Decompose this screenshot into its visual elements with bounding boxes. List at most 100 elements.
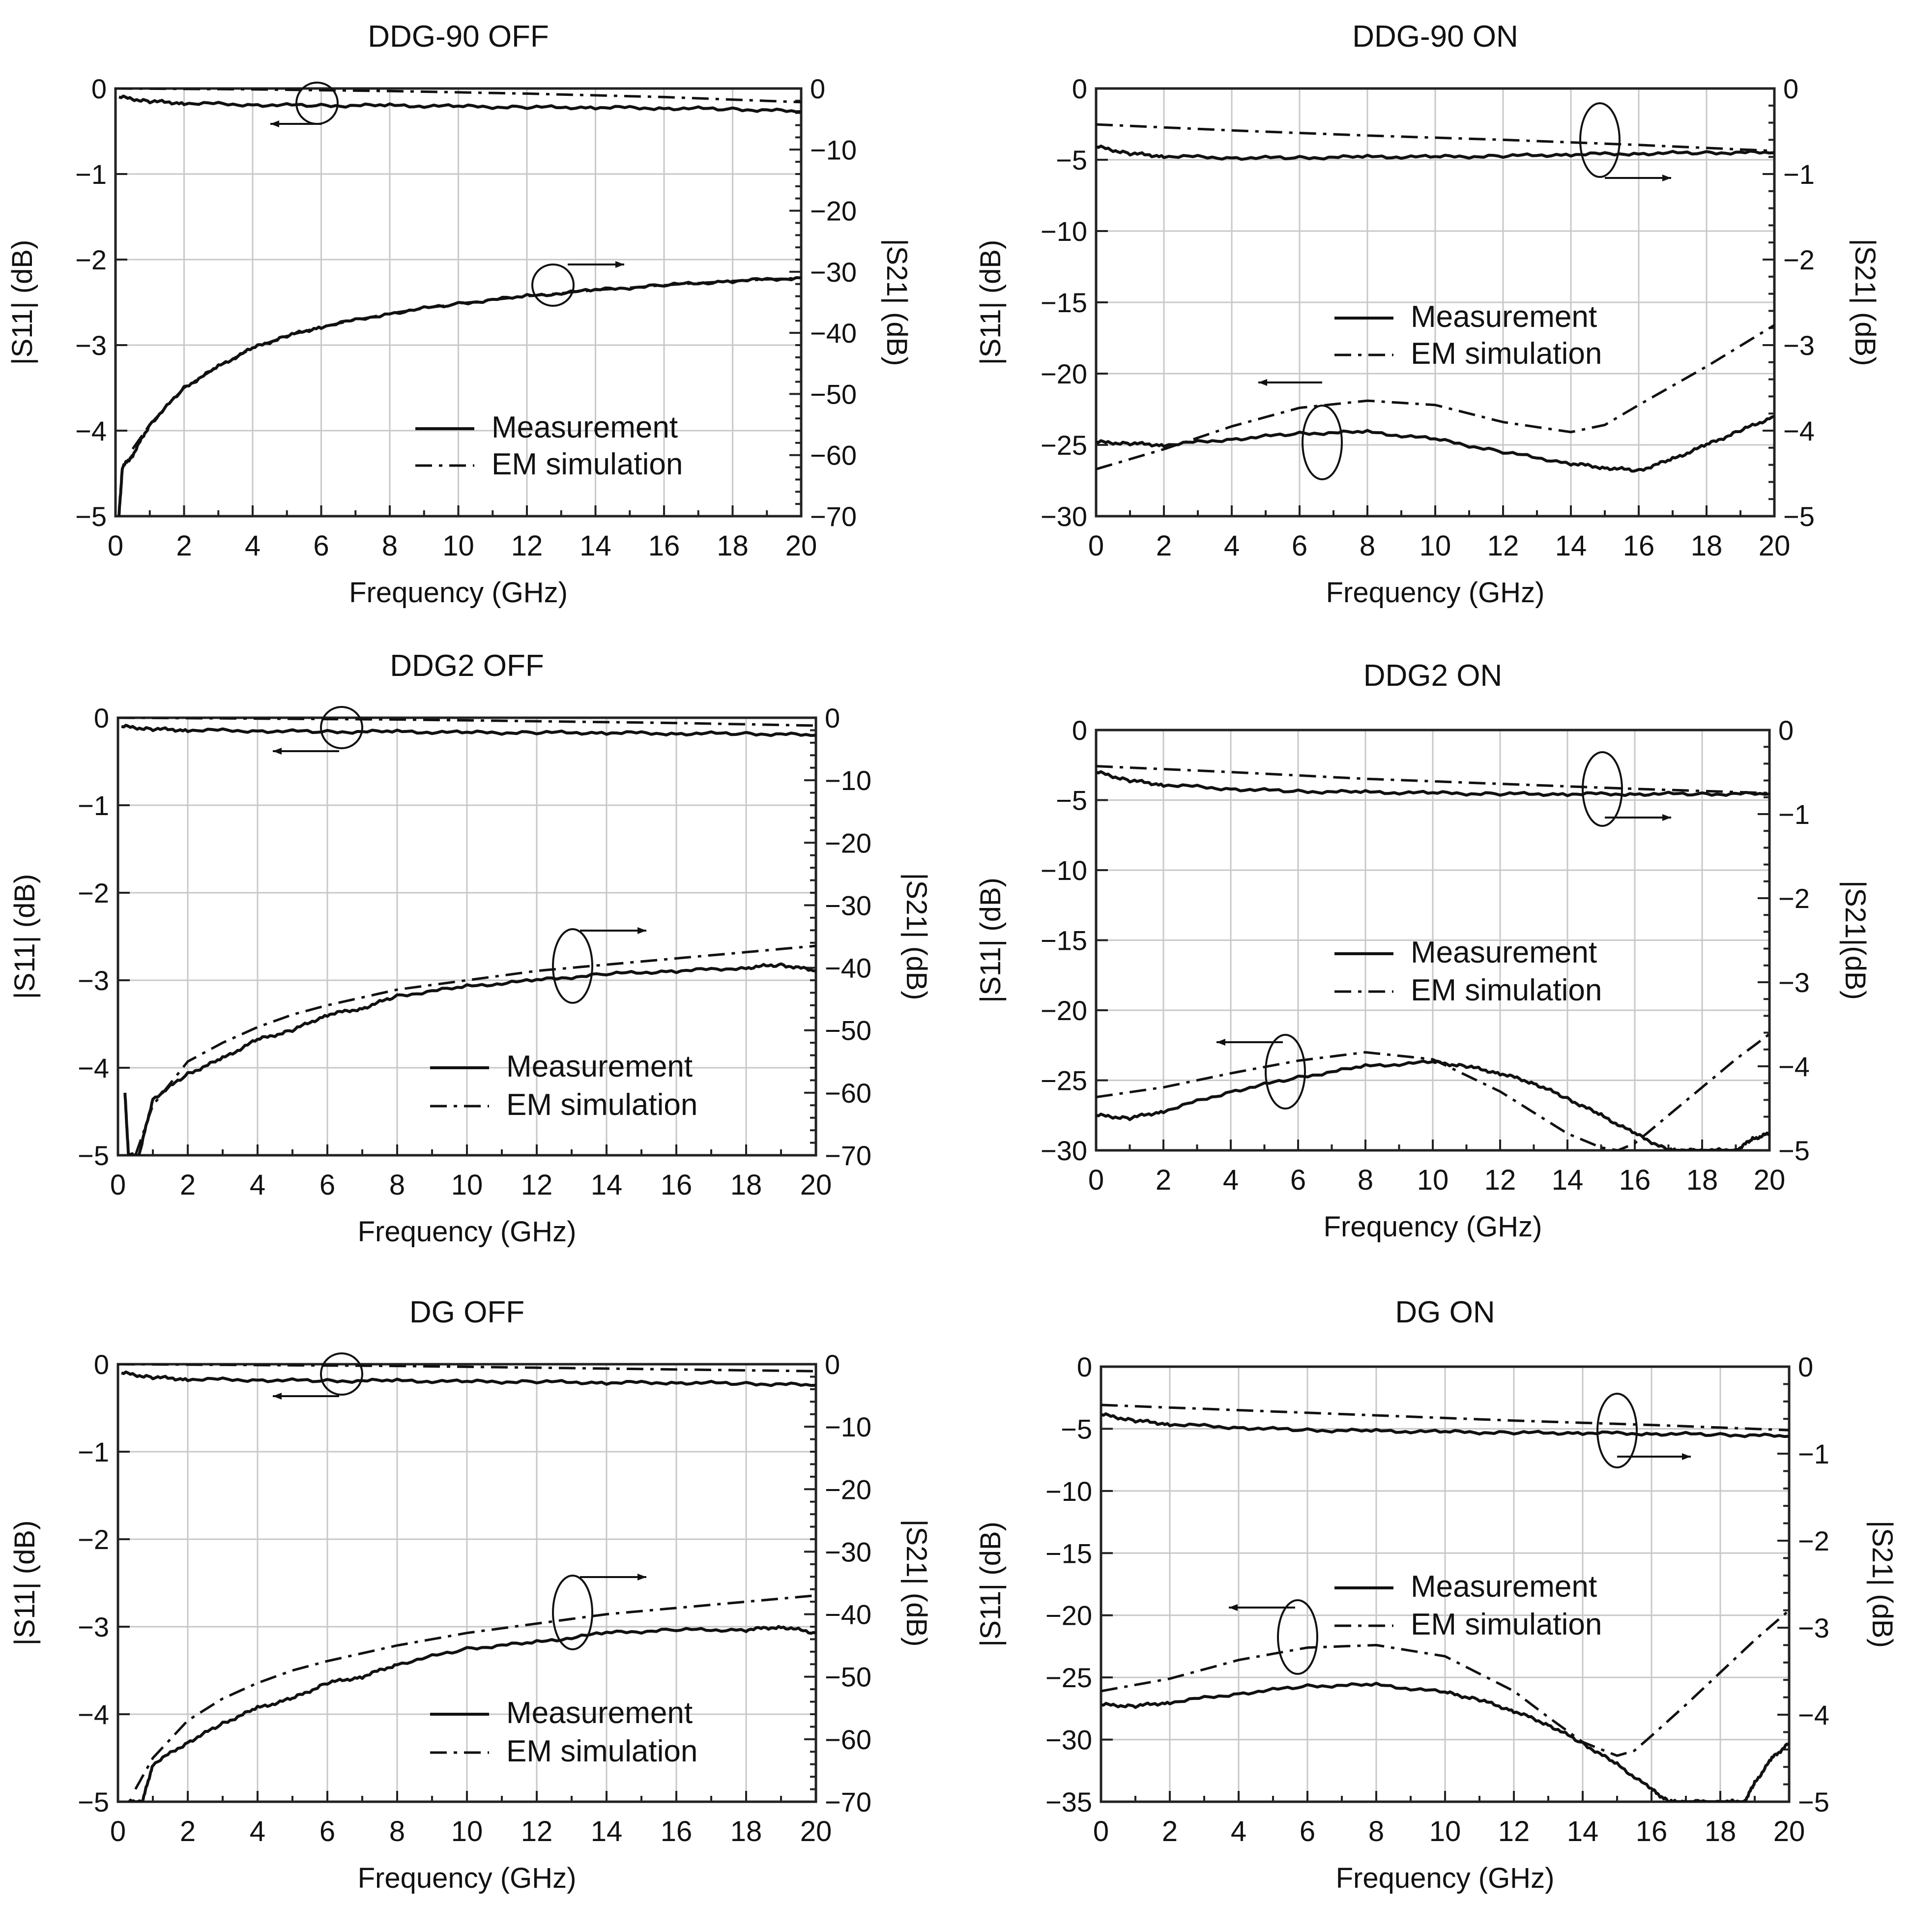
y2-tick-label: −10 [810, 134, 857, 165]
plot-series [118, 718, 816, 1155]
y2-tick-label: −4 [1783, 415, 1815, 446]
x-axis-label: Frequency (GHz) [349, 577, 568, 609]
y-tick-label: −4 [75, 415, 107, 446]
right-axis-arrow-head [637, 927, 646, 934]
y-tick-label: −2 [78, 878, 109, 908]
y2-tick-label: −20 [825, 1474, 871, 1505]
simulation-s21-line [1096, 765, 1769, 794]
simulation-s21-line [134, 944, 816, 1155]
y2-tick-label: −3 [1798, 1612, 1829, 1643]
left-axis-arrow-head [270, 120, 279, 127]
x-tick-label: 8 [1358, 1164, 1373, 1196]
y-axis-label: |S11| (dB) [975, 878, 1007, 1003]
y2-tick-label: 0 [825, 703, 840, 733]
y2-tick-label: −3 [1783, 330, 1815, 361]
y2-tick-label: −10 [825, 1411, 871, 1442]
simulation-s11-line [1096, 324, 1774, 470]
simulation-s21-line [131, 276, 801, 450]
y2-tick-label: −1 [1778, 799, 1810, 830]
chart-title: DG ON [1395, 1295, 1495, 1329]
y2-tick-label: −1 [1783, 159, 1815, 190]
x-tick-label: 16 [661, 1169, 693, 1201]
y2-axis-label: |S21|(dB) [1839, 880, 1871, 1000]
y2-tick-label: 0 [825, 1349, 840, 1380]
x-tick-label: 0 [110, 1169, 126, 1201]
legend-simulation-label: EM simulation [492, 447, 683, 481]
annotation-ellipse-1 [320, 706, 363, 749]
x-tick-label: 20 [1759, 530, 1791, 562]
x-tick-label: 8 [382, 530, 398, 562]
y-tick-label: −5 [78, 1786, 109, 1817]
measurement-s11-line [121, 1370, 816, 1387]
x-tick-label: 12 [511, 530, 543, 562]
simulation-s11-line [1096, 1033, 1769, 1150]
legend-measurement-label: Measurement [1411, 936, 1597, 969]
y-tick-label: −4 [78, 1053, 109, 1083]
measurement-s21-line [128, 1625, 816, 1802]
y2-axis-label: |S21| (dB) [1866, 1521, 1898, 1648]
y-axis-label: |S11| (dB) [975, 1522, 1007, 1647]
annotation-ellipse-2 [531, 263, 575, 307]
annotation-ellipse-1 [1302, 405, 1343, 480]
x-tick-label: 18 [1705, 1815, 1737, 1847]
x-tick-label: 20 [1754, 1164, 1786, 1196]
measurement-s21-line [1096, 145, 1774, 161]
x-tick-label: 20 [1773, 1815, 1805, 1847]
y-tick-label: −15 [1041, 925, 1087, 956]
x-tick-label: 2 [1162, 1815, 1178, 1847]
legend: Measurement EM simulation [1334, 1570, 1602, 1641]
x-tick-label: 4 [1223, 1164, 1239, 1196]
annotation-ellipse-1 [1277, 1599, 1318, 1675]
measurement-s21-line [1096, 770, 1769, 797]
chart-title: DDG-90 ON [1352, 20, 1518, 54]
y2-tick-label: 0 [1778, 715, 1794, 746]
legend-measurement-label: Measurement [506, 1050, 693, 1083]
y-tick-label: −15 [1045, 1538, 1092, 1569]
y-tick-label: −30 [1045, 1725, 1092, 1756]
annotation-ellipse-2 [552, 928, 593, 1004]
y2-tick-label: −60 [810, 440, 857, 471]
y2-axis-label: |S21| (dB) [881, 238, 913, 366]
x-tick-label: 14 [591, 1815, 623, 1847]
x-tick-label: 2 [180, 1169, 196, 1201]
y-tick-label: −5 [75, 501, 107, 532]
plot-frame [1100, 1365, 1791, 1803]
x-tick-label: 8 [1368, 1815, 1384, 1847]
plot-series [1096, 123, 1774, 473]
y2-tick-label: −1 [1798, 1438, 1829, 1469]
y-tick-label: −30 [1041, 1135, 1087, 1166]
legend: Measurement EM simulation [430, 1696, 697, 1768]
simulation-s11-line [116, 88, 801, 104]
x-tick-label: 14 [579, 530, 611, 562]
y2-tick-label: −60 [825, 1078, 871, 1109]
x-tick-label: 6 [319, 1815, 335, 1847]
x-tick-label: 6 [313, 530, 329, 562]
y2-tick-label: −5 [1778, 1135, 1810, 1166]
x-tick-label: 14 [591, 1169, 623, 1201]
y2-tick-label: −40 [825, 1599, 871, 1630]
x-tick-label: 4 [245, 530, 261, 562]
x-tick-label: 18 [730, 1169, 762, 1201]
y2-tick-label: −70 [825, 1140, 871, 1171]
y2-axis-label: |S21| (dB) [900, 1519, 932, 1646]
x-tick-label: 8 [1360, 530, 1375, 562]
plot-series [118, 1364, 816, 1802]
simulation-s11-line [1101, 1609, 1789, 1757]
y2-tick-label: −40 [810, 318, 857, 349]
y2-tick-label: −30 [825, 890, 871, 921]
x-axis-label: Frequency (GHz) [358, 1216, 577, 1248]
y-tick-label: −1 [78, 1436, 109, 1467]
y2-axis-label: |S21| (dB) [1849, 238, 1881, 366]
x-tick-label: 10 [1429, 1815, 1461, 1847]
y2-tick-label: −50 [810, 379, 857, 410]
x-tick-label: 18 [1691, 530, 1723, 562]
chart-panel-4: DDG2 ON0 2 4 6 8 10 12 14 16 18 200−5−10−15−20−25−… [975, 659, 1871, 1243]
x-tick-label: 6 [1300, 1815, 1315, 1847]
x-tick-label: 18 [717, 530, 749, 562]
legend-measurement-label: Measurement [1411, 300, 1597, 334]
left-axis-arrow-head [273, 748, 282, 755]
y-tick-label: −3 [75, 330, 107, 361]
y-tick-label: −1 [78, 790, 109, 821]
chart-title: DDG-90 OFF [368, 20, 549, 54]
